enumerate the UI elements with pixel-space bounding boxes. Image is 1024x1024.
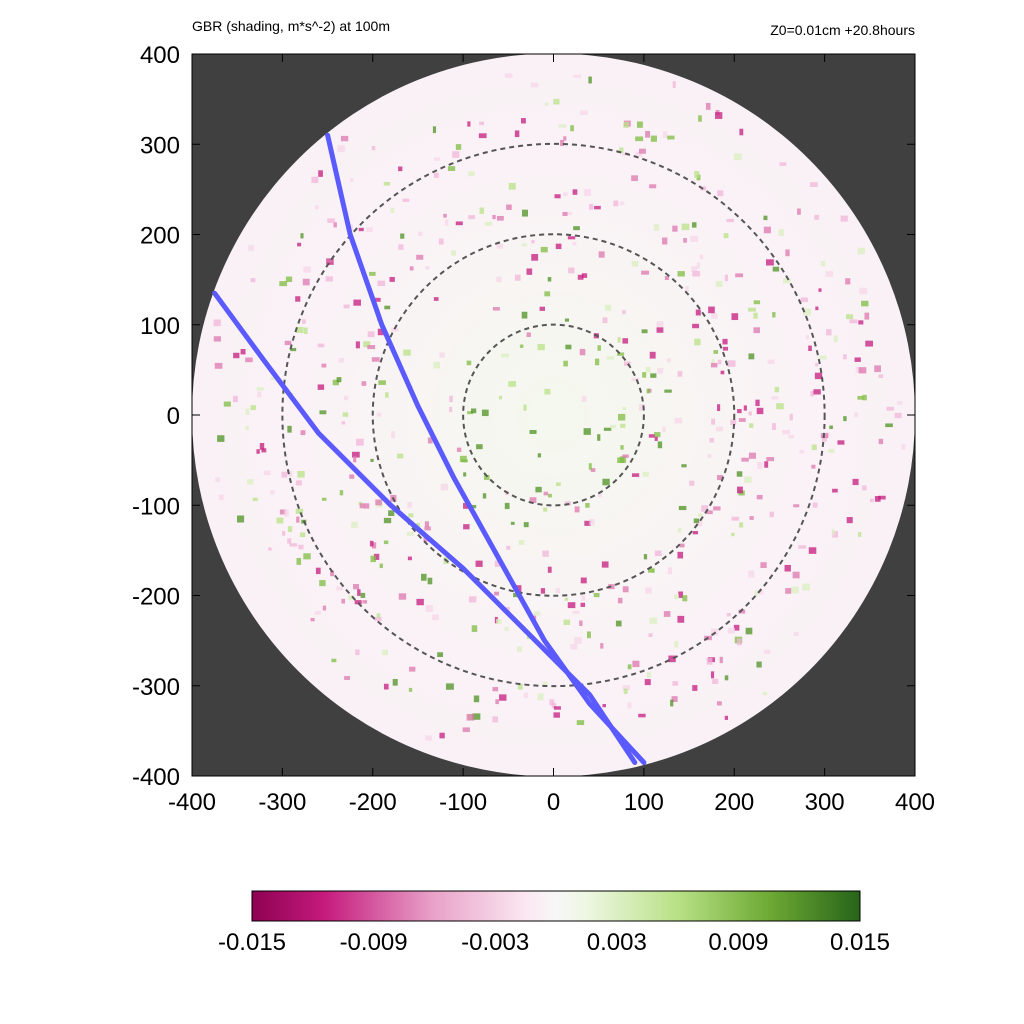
y-tick-label: -300 [132, 674, 180, 701]
colorbar-tick-label: 0.003 [587, 929, 647, 956]
colorbar-tick-label: 0.015 [830, 929, 890, 956]
colorbar-tick-label: 0.009 [708, 929, 768, 956]
track-line-2 [212, 290, 638, 765]
colorbar [251, 890, 861, 922]
y-tick-label: -100 [132, 493, 180, 520]
x-axis-tick-labels: -400 -300 -200 -100 0 100 200 300 400 [168, 789, 935, 816]
y-tick-label: -200 [132, 584, 180, 611]
y-tick-label: 400 [140, 42, 180, 69]
x-tick-label: 100 [624, 789, 664, 816]
x-tick-label: -400 [168, 789, 216, 816]
chart-title: GBR (shading, m*s^-2) at 100m [192, 18, 390, 34]
model-domain-disk [192, 54, 915, 776]
dashed-circle-r300 [281, 142, 826, 688]
dashed-circle-r200 [371, 233, 736, 597]
dashed-circle-r100 [462, 323, 645, 507]
x-tick-label: 0 [547, 789, 560, 816]
colorbar-tick-label: -0.009 [340, 929, 408, 956]
x-tick-label: -300 [258, 789, 306, 816]
time-annotation: Z0=0.01cm +20.8hours [770, 22, 915, 38]
colorbar-tick-label: -0.003 [461, 929, 529, 956]
y-tick-label: 200 [140, 223, 180, 250]
gbr-shading-field [213, 73, 906, 741]
plot-area [192, 54, 915, 776]
x-tick-label: -100 [439, 789, 487, 816]
track-lines [212, 132, 647, 765]
y-tick-label: 100 [140, 313, 180, 340]
dashed-range-circles [281, 142, 826, 688]
axis-ticks [191, 53, 916, 777]
x-tick-label: 400 [895, 789, 935, 816]
x-tick-label: -200 [349, 789, 397, 816]
y-axis-tick-labels: -400 -300 -200 -100 0 100 200 300 400 [132, 42, 180, 791]
x-tick-label: 200 [714, 789, 754, 816]
x-tick-label: 300 [805, 789, 845, 816]
colorbar-tick-label: -0.015 [218, 929, 286, 956]
y-tick-label: -400 [132, 764, 180, 791]
y-tick-label: 300 [140, 132, 180, 159]
y-tick-label: 0 [167, 403, 180, 430]
colorbar-tick-labels: -0.015 -0.009 -0.003 0.003 0.009 0.015 [218, 929, 890, 956]
